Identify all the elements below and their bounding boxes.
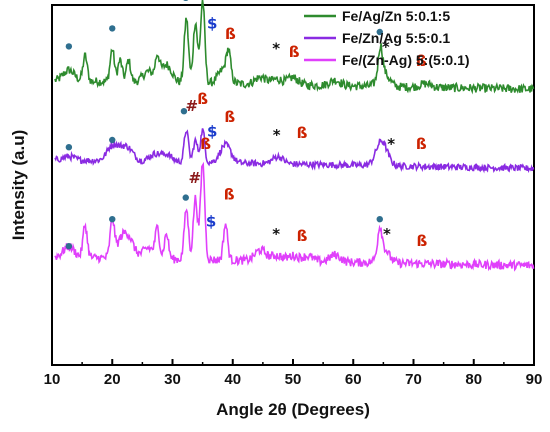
peak-label-marker: ß (416, 135, 427, 153)
peak-dot-marker (183, 0, 189, 1)
peak-label-marker: $ (207, 14, 217, 32)
legend-label-1: Fe/Zn/Ag 5:5:0.1 (342, 30, 450, 46)
peak-dot-marker (109, 25, 116, 32)
peak-label-marker: * (383, 225, 391, 243)
x-axis-ticks: 10 20 30 40 50 60 70 80 90 (44, 359, 543, 388)
annotation-layer: #ß$ß*ß*ß#ß$ß*ß*ß#ß$ß*ß*ß (65, 0, 428, 250)
peak-label-marker: $ (206, 212, 216, 230)
x-tick-label: 40 (224, 371, 241, 388)
peak-dot-marker (109, 136, 116, 144)
series-line-0 (54, 0, 535, 95)
x-tick-label: 60 (345, 371, 362, 388)
peak-label-marker: ß (289, 43, 300, 61)
peak-label-marker: ß (297, 227, 308, 245)
x-axis-title: Angle 2θ (Degrees) (216, 400, 370, 419)
peak-label-marker: ß (197, 90, 208, 108)
peak-label-marker: # (189, 169, 202, 187)
y-axis-title: Intensity (a.u) (9, 130, 28, 241)
peak-dot-marker (65, 43, 73, 50)
peak-dot-marker (65, 144, 73, 151)
x-tick-label: 30 (164, 371, 181, 388)
peak-label-marker: * (273, 126, 281, 144)
series-line-1 (54, 128, 535, 174)
peak-label-marker: ß (417, 232, 428, 250)
peak-dot-marker (182, 194, 189, 201)
peak-dot-marker (376, 28, 383, 36)
peak-label-marker: $ (207, 122, 217, 140)
peak-dot-marker (376, 216, 383, 223)
legend: Fe/Ag/Zn 5:0.1:5 Fe/Zn/Ag 5:5:0.1 Fe/(Zn-A… (304, 8, 470, 68)
x-tick-label: 80 (465, 371, 482, 388)
peak-dot-marker (65, 243, 73, 250)
peak-label-marker: * (382, 38, 390, 56)
peak-dot-marker (180, 108, 188, 115)
series-line-2 (54, 161, 535, 272)
peak-label-marker: * (272, 40, 280, 58)
x-tick-label: 70 (405, 371, 422, 388)
x-tick-label: 50 (285, 371, 302, 388)
legend-label-0: Fe/Ag/Zn 5:0.1:5 (342, 8, 450, 24)
peak-label-marker: ß (224, 185, 235, 203)
x-tick-label: 10 (44, 371, 61, 388)
x-tick-label: 20 (104, 371, 121, 388)
peak-label-marker: ß (416, 52, 427, 70)
series-layer (54, 0, 535, 272)
x-tick-label: 90 (526, 371, 543, 388)
peak-label-marker: * (272, 225, 280, 243)
peak-label-marker: ß (200, 135, 211, 153)
peak-label-marker: * (387, 135, 395, 153)
legend-label-2: Fe/(Zn-Ag) 5:(5:0.1) (342, 52, 470, 68)
peak-label-marker: # (185, 97, 198, 115)
peak-label-marker: ß (224, 108, 235, 126)
peak-label-marker: ß (297, 124, 308, 142)
peak-label-marker: ß (225, 25, 236, 43)
peak-dot-marker (109, 216, 116, 223)
